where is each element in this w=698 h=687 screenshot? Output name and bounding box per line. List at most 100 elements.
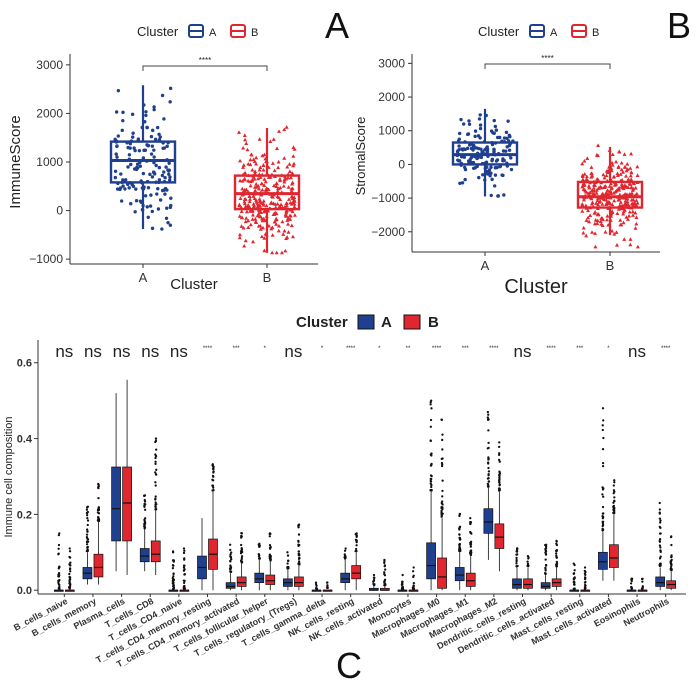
outlier-point [440, 506, 444, 509]
significance-label: **** [199, 56, 211, 65]
data-point [587, 219, 592, 224]
y-tick-label: −1000 [29, 252, 63, 266]
data-point [270, 225, 275, 230]
data-point [507, 148, 512, 152]
data-point [247, 197, 252, 201]
outlier-point [229, 559, 232, 563]
outlier-point [601, 465, 605, 468]
outlier-point [430, 463, 433, 467]
significance-bracket [142, 65, 268, 71]
data-point [252, 203, 257, 208]
box-body [111, 466, 121, 542]
significance-label: ** [406, 346, 411, 352]
data-point [463, 167, 468, 172]
significance-label: *** [462, 346, 470, 352]
data-point [581, 230, 586, 235]
data-point [145, 205, 149, 209]
outlier-point [544, 552, 547, 555]
data-point [478, 126, 483, 131]
outlier-point [240, 555, 244, 558]
data-point [291, 154, 296, 158]
outlier-point [268, 532, 271, 536]
outlier-point [69, 570, 72, 573]
box-b [637, 577, 648, 592]
outlier-point [602, 495, 605, 498]
outlier-point [154, 473, 158, 476]
outlier-point [143, 523, 146, 526]
data-point [274, 222, 279, 226]
data-point [492, 184, 497, 188]
box-body [598, 551, 608, 570]
data-point [246, 178, 251, 183]
outlier-point [601, 523, 605, 527]
data-point [169, 196, 173, 200]
outlier-point [440, 418, 443, 421]
data-point [594, 191, 599, 195]
data-point [581, 225, 586, 230]
data-point [617, 149, 622, 154]
data-point [243, 204, 248, 209]
data-point [262, 152, 267, 157]
outlier-point [544, 571, 547, 575]
data-point [280, 219, 285, 224]
data-point [615, 211, 620, 215]
data-point [149, 152, 154, 156]
data-point [241, 225, 246, 230]
data-point [274, 146, 279, 150]
outlier-point [613, 496, 616, 499]
legend-label-b: B [251, 27, 258, 39]
data-point [254, 161, 259, 166]
outlier-point [440, 461, 444, 465]
data-point [250, 212, 255, 217]
data-point [622, 183, 627, 187]
data-point [580, 203, 585, 207]
legend-label-a: A [209, 27, 217, 39]
data-point [127, 153, 132, 157]
outlier-point [211, 484, 215, 487]
box-body [236, 576, 247, 587]
significance-bracket [484, 63, 611, 69]
data-point [610, 152, 615, 157]
data-point [456, 149, 460, 153]
outlier-point [584, 576, 587, 579]
significance-label: * [321, 346, 324, 352]
outlier-point [486, 410, 490, 414]
data-point [113, 175, 118, 180]
outlier-point [297, 561, 301, 565]
data-point [582, 158, 587, 163]
box-b [666, 535, 677, 591]
legend-label-a: A [381, 314, 392, 331]
data-point [126, 165, 130, 169]
box-body [483, 508, 494, 534]
outlier-point [613, 479, 616, 482]
data-point [152, 105, 156, 109]
outlier-point [229, 543, 232, 546]
data-point [284, 125, 289, 129]
panel-letters: A B C [325, 5, 691, 686]
data-point [262, 248, 267, 253]
outlier-point [154, 440, 157, 444]
data-point [484, 146, 488, 151]
outlier-point [555, 563, 558, 566]
outlier-point [486, 418, 490, 422]
box-a [512, 547, 522, 591]
data-point [461, 122, 466, 126]
data-point [155, 125, 160, 130]
box-body [465, 572, 476, 587]
outlier-point [412, 586, 415, 589]
outlier-point [297, 533, 301, 536]
data-point [619, 160, 624, 165]
outlier-point [630, 587, 633, 590]
outlier-point [487, 456, 490, 459]
box-b [265, 532, 276, 591]
y-axis-title: StromalScore [353, 117, 368, 196]
data-point [150, 226, 155, 231]
outlier-point [573, 569, 576, 572]
data-point [133, 148, 137, 153]
box-a [111, 393, 121, 572]
outlier-point [573, 563, 576, 567]
data-point [509, 167, 514, 172]
legend: Cluster A B [478, 24, 599, 39]
outlier-point [171, 559, 175, 562]
outlier-point [68, 575, 71, 579]
